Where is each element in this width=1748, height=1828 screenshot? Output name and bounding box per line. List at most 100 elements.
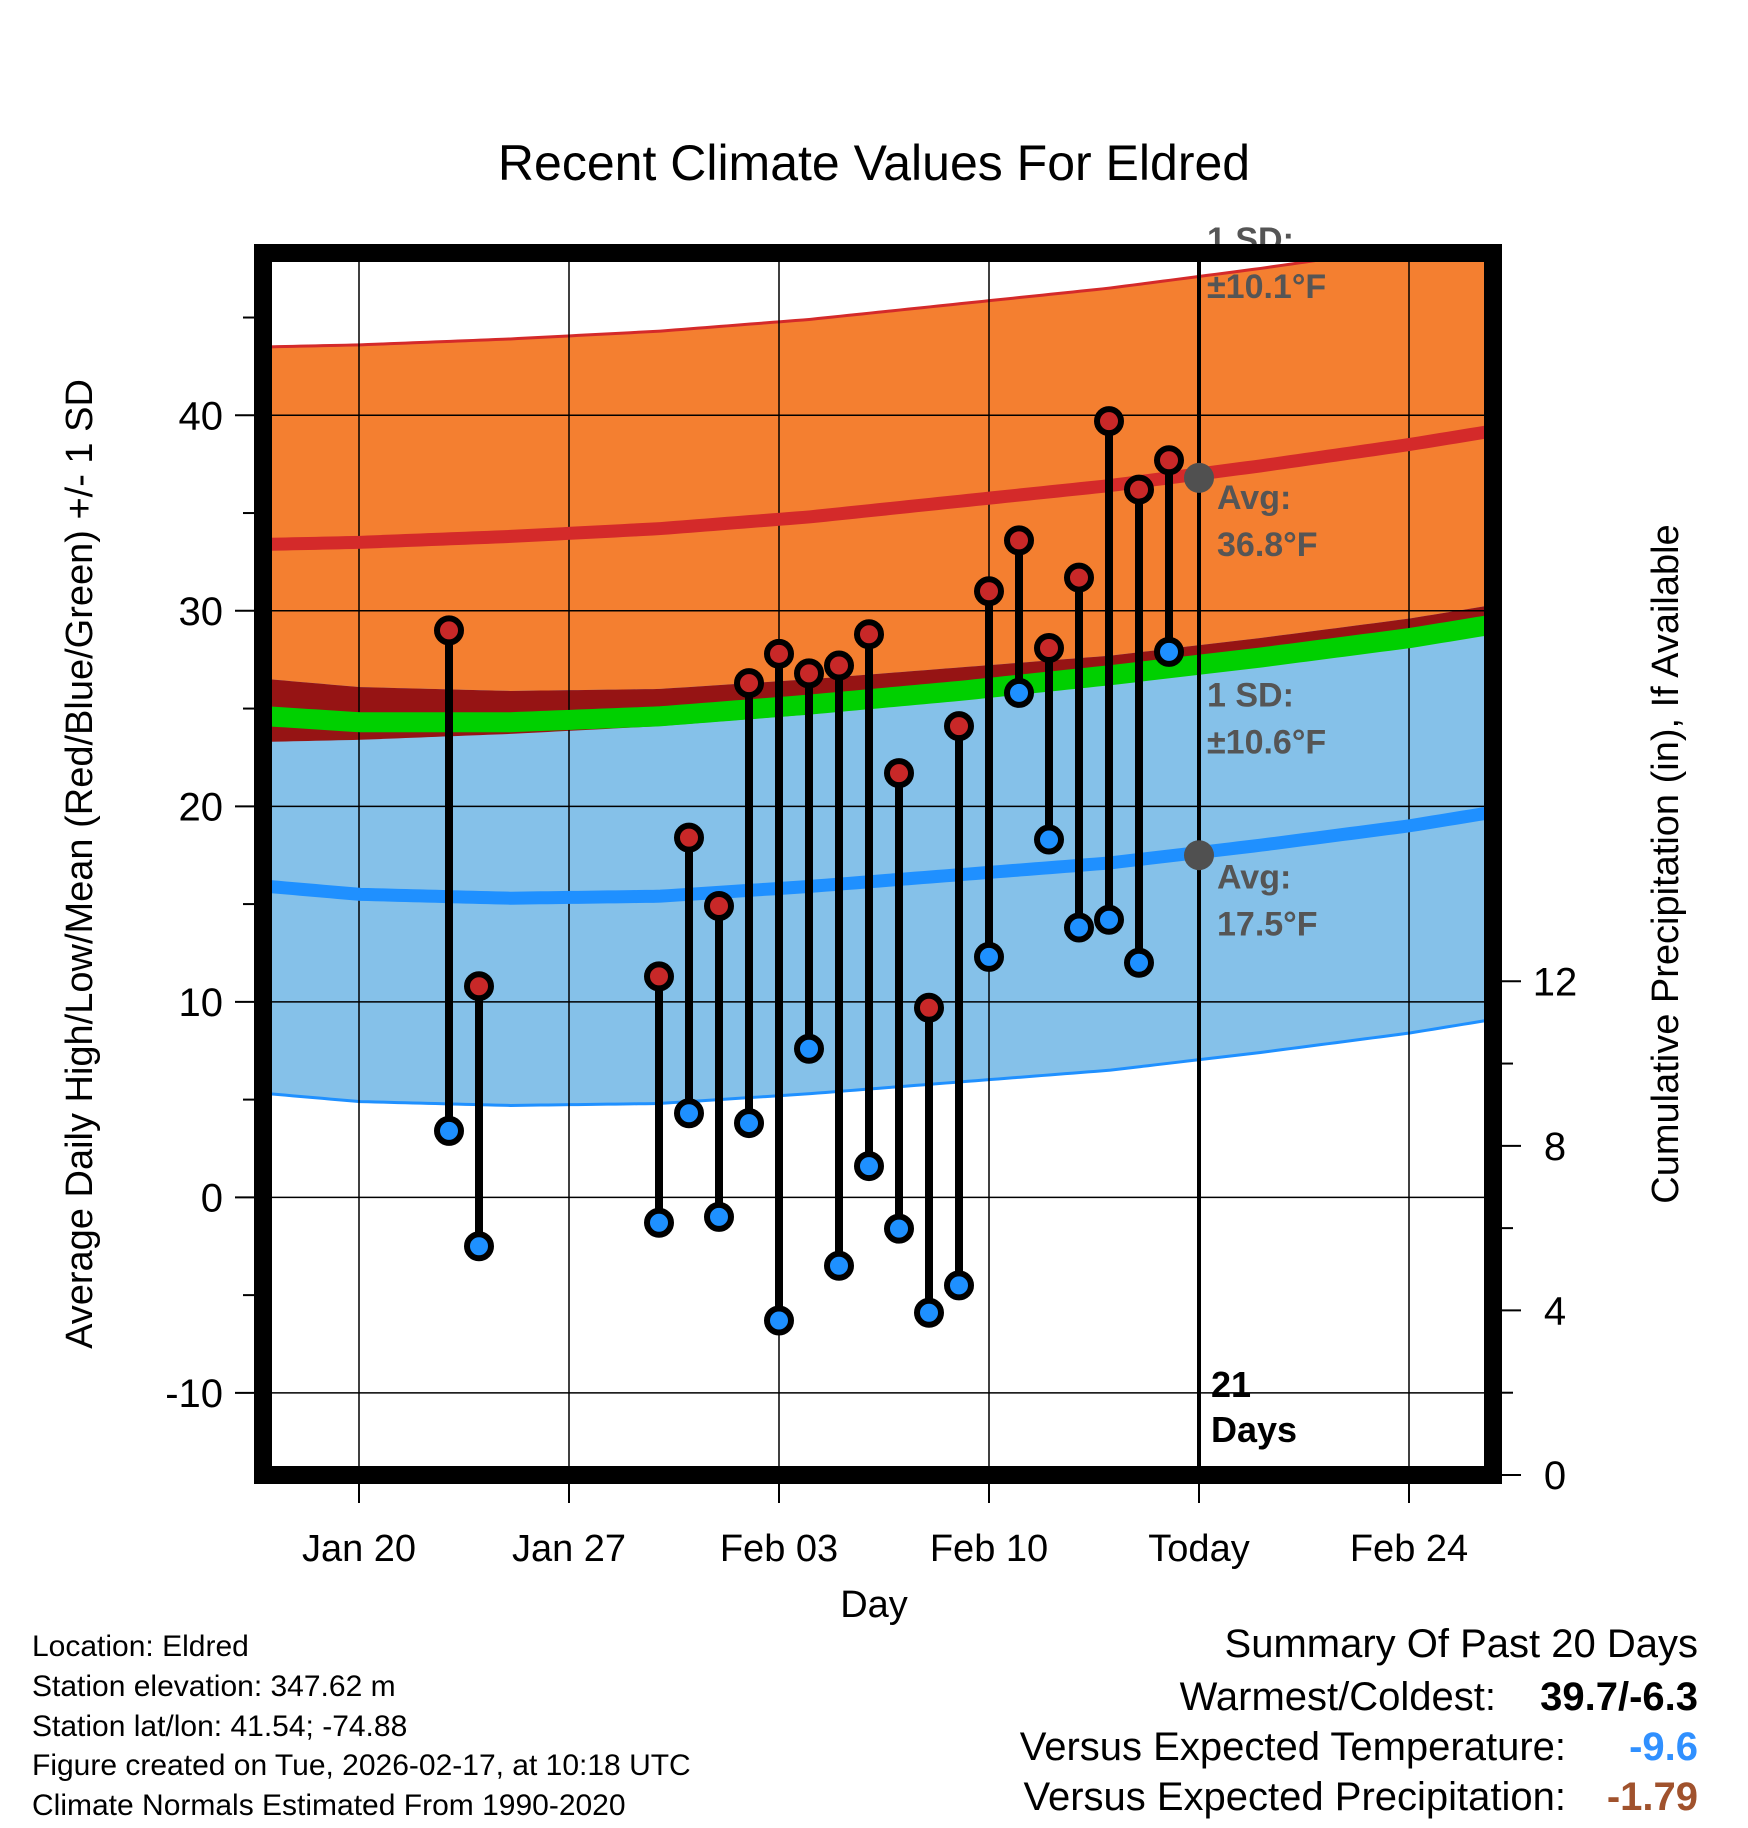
daily-low-point [1154,636,1184,667]
daily-high-point [674,822,704,853]
daily-high-point [794,658,824,689]
y-tick-label: -10 [165,1372,223,1416]
summary-warm-cold-value: 39.7/-6.3 [1540,1675,1698,1719]
daily-low-point [1064,912,1094,943]
daily-high-point [1034,632,1064,663]
x-tick-label: Feb 03 [720,1528,838,1570]
low-avg-value: 17.5°F [1217,905,1318,943]
daily-low-point [974,941,1004,972]
daily-low-point [1124,947,1154,978]
daily-low-point [854,1151,884,1182]
summary-title: Summary Of Past 20 Days [1225,1622,1698,1666]
overlap-band [263,604,1493,742]
low-band-lower-edge [263,1017,1493,1107]
y-tick-label: 0 [201,1176,223,1220]
daily-low-point [1004,677,1034,708]
daily-low-point [704,1201,734,1232]
info-normals: Climate Normals Estimated From 1990-2020 [32,1789,626,1822]
y2-axis-label: Cumulative Precipitation (in), If Availa… [1645,524,1687,1203]
y-tick-label: 30 [179,590,224,634]
high-average-line [263,424,1493,551]
summary: Summary Of Past 20 Days Warmest/Coldest:… [1020,1622,1698,1819]
x-axis: Jan 20 Jan 27 Feb 03 Feb 10 Today Feb 24 [302,1484,1468,1570]
y-axis: -10 0 10 20 30 40 [165,316,254,1416]
today-average-markers [1184,462,1214,871]
x-tick-label: Jan 27 [512,1528,626,1570]
daily-low-point [944,1270,974,1301]
low-sd-value: ±10.6°F [1207,724,1326,762]
daily-high-point [434,615,464,646]
daily-low-point [1034,824,1064,855]
high-sd-value: ±10.1°F [1207,268,1326,306]
daily-low-point [674,1098,704,1129]
low-avg-label: Avg: [1217,858,1291,896]
daily-high-point [1094,406,1124,437]
daily-high-point [764,638,794,669]
daily-bars [434,406,1184,1336]
daily-low-point [794,1033,824,1064]
y-tick-label: 40 [179,394,224,438]
daily-high-point [464,971,494,1002]
daily-high-point [704,891,734,922]
daily-low-point [434,1115,464,1146]
high-avg-label: Avg: [1217,479,1291,517]
low-sd-label: 1 SD: [1207,677,1294,715]
daily-low-point [734,1108,764,1139]
high-band-upper-edge [263,253,1379,349]
high-sd-band [263,253,1493,742]
days-label: Days [1211,1409,1297,1450]
x-axis-label: Day [840,1584,908,1626]
daily-low-point [824,1250,854,1281]
daily-high-point [854,619,884,650]
mean-average-line [263,614,1493,733]
y2-tick-label: 4 [1544,1289,1566,1333]
summary-temp-label: Versus Expected Temperature: [1020,1725,1566,1769]
y-tick-label: 10 [179,981,224,1025]
daily-high-point [1004,525,1034,556]
daily-high-point [944,711,974,742]
days-count: 21 [1211,1364,1251,1405]
daily-high-point [884,758,914,789]
y-tick-label: 20 [179,785,224,829]
station-info: Location: Eldred Station elevation: 347.… [32,1630,691,1822]
low-average-line [263,805,1493,905]
x-tick-label: Jan 20 [302,1528,416,1570]
daily-high-point [914,992,944,1023]
daily-high-point [824,650,854,681]
high-avg-value: 36.8°F [1217,526,1318,564]
today-low-avg-marker [1184,840,1214,871]
daily-high-point [644,961,674,992]
x-tick-label: Feb 10 [930,1528,1048,1570]
x-tick-label: Today [1148,1528,1249,1570]
info-location: Location: Eldred [32,1630,249,1663]
daily-low-point [884,1213,914,1244]
today-high-avg-marker [1184,462,1214,493]
plot-area [263,253,1493,1475]
summary-precip-value: -1.79 [1607,1775,1698,1819]
chart-title: Recent Climate Values For Eldred [498,135,1250,191]
y2-tick-label: 12 [1533,960,1578,1004]
info-elevation: Station elevation: 347.62 m [32,1670,396,1703]
x-tick-label: Feb 24 [1350,1528,1468,1570]
info-created: Figure created on Tue, 2026-02-17, at 10… [32,1749,691,1782]
y2-axis: 0 4 8 12 [1502,960,1577,1498]
daily-high-point [974,576,1004,607]
daily-low-point [1094,904,1124,935]
summary-precip-label: Versus Expected Precipitation: [1023,1775,1566,1819]
daily-low-point [464,1231,494,1262]
y2-tick-label: 0 [1544,1454,1566,1498]
daily-low-point [644,1207,674,1238]
summary-temp-value: -9.6 [1629,1725,1698,1769]
plot-frame [254,244,1502,1484]
daily-high-point [1064,562,1094,593]
y2-tick-label: 8 [1544,1125,1566,1169]
daily-high-point [1124,474,1154,505]
daily-high-point [1154,445,1184,476]
daily-high-point [734,668,764,699]
daily-low-point [914,1297,944,1328]
daily-low-point [764,1305,794,1336]
y-axis-label: Average Daily High/Low/Mean (Red/Blue/Gr… [59,379,101,1349]
summary-warm-cold-label: Warmest/Coldest: [1180,1675,1496,1719]
info-latlon: Station lat/lon: 41.54; -74.88 [32,1710,407,1743]
